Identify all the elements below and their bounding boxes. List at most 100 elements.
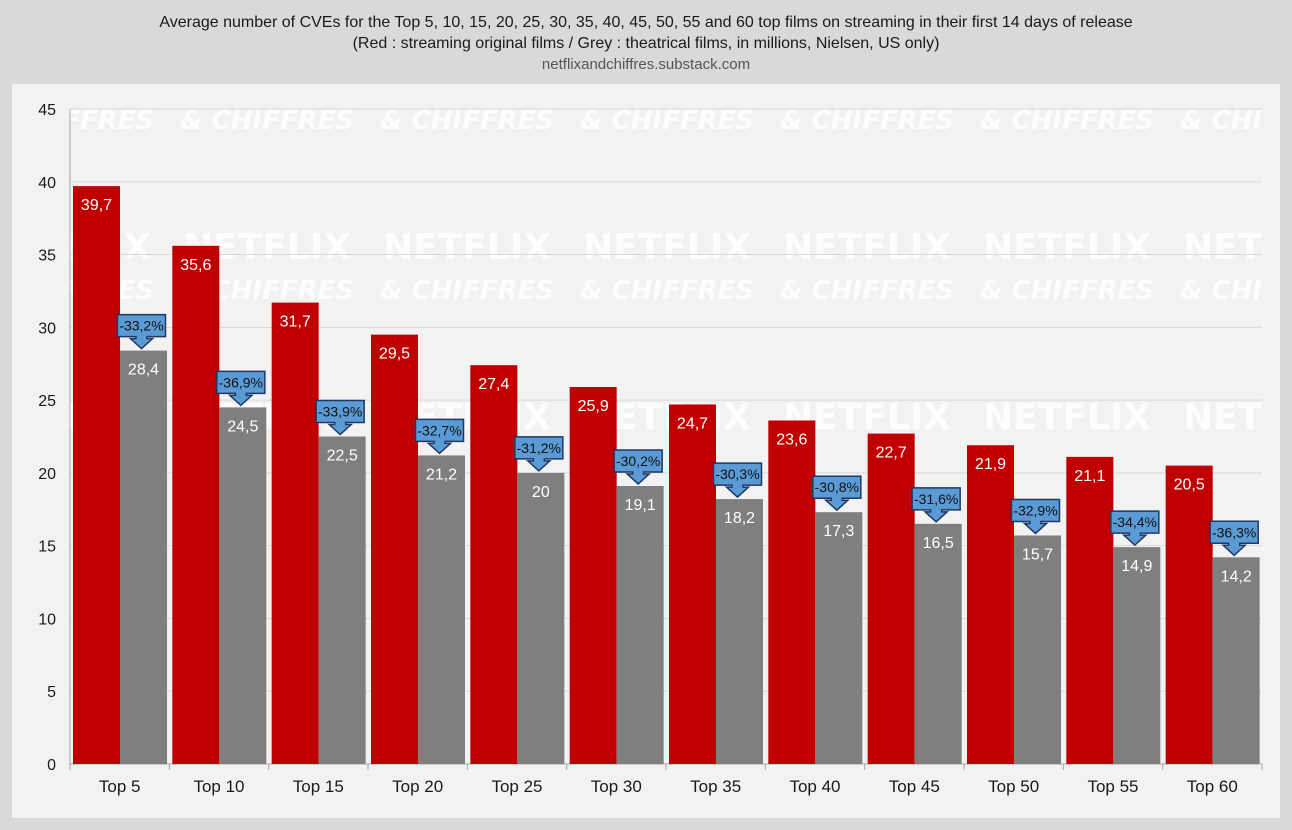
watermark-text: NETFLIX	[983, 227, 1151, 268]
bar-theatrical	[120, 350, 167, 764]
data-label-streaming: 27,4	[478, 376, 509, 393]
bar-theatrical	[914, 523, 962, 764]
bar-streaming	[768, 420, 816, 764]
watermark-text: & CHIFFRES	[980, 106, 1154, 136]
data-label-theatrical: 24,5	[227, 418, 258, 435]
data-label-theatrical: 19,1	[625, 497, 656, 514]
bar-theatrical	[1113, 547, 1161, 764]
data-label-streaming: 23,6	[776, 431, 807, 448]
difference-label: -34,4%	[1113, 514, 1157, 530]
x-tick-label: Top 45	[889, 777, 940, 796]
bar-theatrical	[1014, 535, 1061, 764]
bar-theatrical	[318, 436, 366, 764]
difference-label: -32,7%	[417, 422, 461, 438]
watermark-text: & CHIFFRES	[380, 106, 554, 136]
y-tick-label: 30	[38, 320, 56, 337]
watermark-text: & CHIFFRES	[12, 106, 154, 136]
x-tick-label: Top 25	[491, 777, 542, 796]
bar-theatrical	[219, 407, 267, 764]
watermark-text: NETFLIX	[383, 227, 551, 268]
data-label-streaming: 21,1	[1074, 468, 1105, 485]
difference-label: -33,2%	[119, 318, 163, 334]
x-tick-label: Top 60	[1187, 777, 1238, 796]
x-tick-label: Top 55	[1087, 777, 1138, 796]
bar-streaming	[470, 365, 518, 764]
watermark-text: NETFLIX	[1183, 227, 1280, 268]
bar-theatrical	[517, 472, 565, 764]
bar-chart: & CHIFFRES NETFLIX & CHIFFRES NETFLIX & CHIF…	[12, 102, 1280, 796]
data-label-theatrical: 16,5	[923, 535, 954, 552]
watermark-text: & CHIFFRES	[980, 276, 1154, 306]
y-tick-label: 5	[47, 684, 56, 701]
bar-theatrical	[616, 485, 664, 764]
data-label-theatrical: 22,5	[327, 448, 358, 465]
y-tick-label: 35	[38, 248, 56, 265]
watermark-text: & CHIFFRES	[780, 276, 954, 306]
data-label-streaming: 24,7	[677, 415, 708, 432]
difference-callout-arrow	[712, 462, 763, 499]
data-label-streaming: 20,5	[1174, 477, 1205, 494]
data-label-theatrical: 20	[532, 484, 550, 501]
y-tick-label: 0	[47, 757, 56, 774]
difference-label: -30,8%	[815, 479, 859, 495]
difference-callout-arrow	[514, 436, 564, 472]
y-tick-label: 40	[38, 175, 56, 192]
difference-label: -30,3%	[715, 466, 759, 482]
x-tick-label: Top 20	[392, 777, 443, 796]
watermark-text: & CHIFFRES	[380, 276, 554, 306]
difference-label: -30,2%	[616, 453, 660, 469]
x-tick-label: Top 15	[293, 777, 344, 796]
data-label-streaming: 21,9	[975, 456, 1006, 473]
watermark-text: NETFLIX	[583, 227, 751, 268]
difference-callout-arrow	[414, 418, 465, 455]
difference-label: -36,9%	[219, 374, 263, 390]
chart-subtitle: (Red : streaming original films / Grey :…	[352, 35, 940, 52]
x-tick-label: Top 40	[789, 777, 840, 796]
bar-streaming	[73, 186, 120, 765]
difference-callout-arrow	[1110, 510, 1160, 547]
bar-streaming	[569, 387, 617, 764]
bar-streaming	[967, 445, 1014, 764]
data-label-theatrical: 14,9	[1121, 558, 1152, 575]
y-tick-label: 10	[38, 611, 56, 628]
data-label-theatrical: 18,2	[724, 510, 755, 527]
data-label-streaming: 29,5	[379, 346, 410, 363]
difference-callout-arrow	[116, 313, 167, 350]
watermark-text: & CHIFFRES	[780, 106, 954, 136]
bar-streaming	[867, 433, 915, 764]
data-label-theatrical: 28,4	[128, 362, 159, 379]
watermark-text: NETFLIX	[783, 227, 951, 268]
difference-label: -32,9%	[1013, 502, 1057, 518]
bar-streaming	[1066, 456, 1114, 764]
difference-label: -31,2%	[517, 440, 561, 456]
y-tick-label: 15	[38, 539, 56, 556]
x-tick-label: Top 35	[690, 777, 741, 796]
data-label-streaming: 39,7	[81, 197, 112, 214]
y-tick-label: 45	[38, 102, 56, 119]
bar-theatrical	[418, 455, 465, 764]
difference-callout-arrow	[613, 449, 663, 486]
difference-callout-arrow	[812, 475, 862, 512]
bar-streaming	[669, 404, 716, 764]
data-label-theatrical: 17,3	[823, 523, 854, 540]
watermark-text: & CHIFFRES	[1180, 276, 1280, 306]
bar-theatrical	[815, 512, 863, 764]
chart-title: Average number of CVEs for the Top 5, 10…	[159, 14, 1133, 31]
difference-callout-arrow	[216, 370, 266, 407]
data-label-theatrical: 14,2	[1221, 568, 1252, 585]
difference-callout-arrow	[1209, 520, 1259, 557]
data-label-streaming: 22,7	[876, 445, 907, 462]
x-tick-label: Top 10	[193, 777, 244, 796]
difference-callout-arrow	[1010, 498, 1061, 535]
chart-source: netflixandchiffres.substack.com	[541, 56, 751, 73]
plot-area: & CHIFFRES NETFLIX & CHIFFRES NETFLIX & CHIF…	[12, 84, 1280, 818]
x-tick-label: Top 5	[99, 777, 141, 796]
data-label-streaming: 31,7	[280, 314, 311, 331]
difference-callout-arrow	[315, 399, 365, 436]
data-label-streaming: 35,6	[180, 257, 211, 274]
bar-streaming	[172, 245, 220, 765]
chart-titles: Average number of CVEs for the Top 5, 10…	[0, 12, 1292, 75]
difference-label: -36,3%	[1212, 524, 1256, 540]
bar-theatrical	[1212, 557, 1260, 764]
watermark-text: & CHIFFRES	[580, 276, 754, 306]
